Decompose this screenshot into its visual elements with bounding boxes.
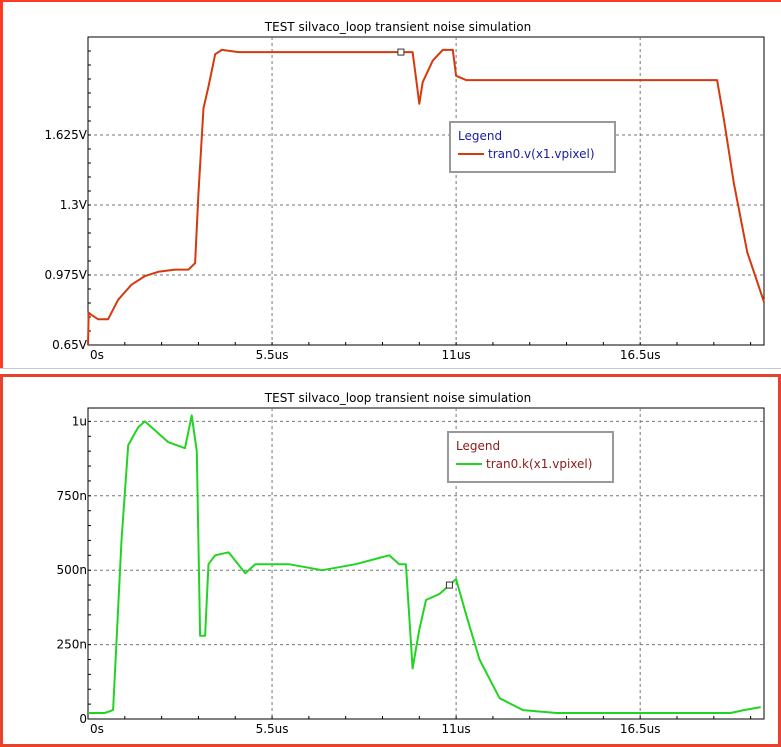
plot-frame (87, 36, 765, 346)
chart-title: TEST silvaco_loop transient noise simula… (264, 391, 531, 405)
plot-frame (87, 407, 765, 720)
x-tick-label: 5.5us (256, 348, 289, 362)
cursor-marker[interactable] (397, 48, 405, 56)
legend-title: Legend (458, 129, 502, 143)
series-line (88, 414, 761, 714)
x-tick-label: 11us (442, 348, 471, 362)
x-tick-label: 0s (90, 348, 104, 362)
x-tick-label: 5.5us (256, 722, 289, 736)
chart-title: TEST silvaco_loop transient noise simula… (264, 20, 531, 34)
y-tick-label: 0.65V (52, 338, 88, 352)
x-tick-label: 0s (90, 722, 104, 736)
chart-voltage: TEST silvaco_loop transient noise simula… (44, 20, 765, 362)
legend-title: Legend (456, 439, 500, 453)
x-tick-label: 16.5us (620, 722, 661, 736)
legend-entry: tran0.v(x1.vpixel) (488, 147, 595, 161)
y-tick-label: 500n (56, 563, 87, 577)
y-tick-label: 250n (56, 638, 87, 652)
y-tick-label: 1u (72, 414, 87, 428)
legend-box (447, 431, 614, 483)
x-tick-label: 16.5us (620, 348, 661, 362)
y-tick-label: 0.975V (44, 268, 87, 282)
x-tick-label: 11us (442, 722, 471, 736)
cursor-marker[interactable] (445, 581, 453, 589)
legend-box (449, 121, 616, 173)
series-line (87, 48, 765, 346)
y-tick-label: 1.625V (44, 128, 87, 142)
y-tick-label: 750n (56, 489, 87, 503)
y-tick-label: 1.3V (60, 198, 88, 212)
chart-current: TEST silvaco_loop transient noise simula… (56, 391, 765, 736)
legend-entry: tran0.k(x1.vpixel) (486, 457, 592, 471)
y-tick-label: 0 (79, 712, 87, 726)
